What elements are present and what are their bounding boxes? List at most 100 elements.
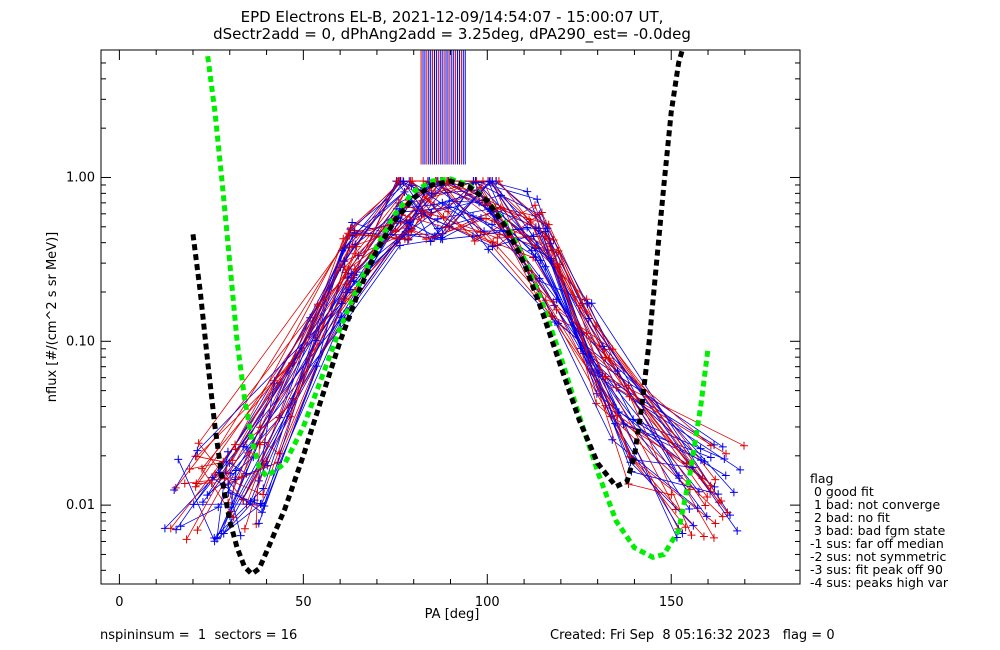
data-point-marker xyxy=(629,415,638,424)
data-series-line xyxy=(214,180,708,539)
x-tick-label: 0 xyxy=(115,595,123,610)
data-point-marker xyxy=(614,407,623,416)
data-point-marker xyxy=(342,280,351,289)
data-point-marker xyxy=(487,220,496,229)
legend-entry: -1 sus: far off median xyxy=(810,536,944,551)
data-point-marker xyxy=(340,256,349,265)
data-point-marker xyxy=(400,230,409,239)
data-point-marker xyxy=(488,242,497,251)
data-point-marker xyxy=(176,522,185,531)
data-point-marker xyxy=(484,245,493,254)
data-point-marker xyxy=(733,526,742,535)
data-point-marker xyxy=(720,454,729,463)
data-point-marker xyxy=(536,256,545,265)
data-point-marker xyxy=(350,264,359,273)
data-point-marker xyxy=(236,531,245,540)
data-point-marker xyxy=(405,218,414,227)
data-point-marker xyxy=(554,246,563,255)
data-point-marker xyxy=(297,343,306,352)
data-point-marker xyxy=(212,534,221,543)
data-point-marker xyxy=(193,526,202,535)
data-point-marker xyxy=(231,440,240,449)
data-point-marker xyxy=(740,441,749,450)
footer-right: Created: Fri Sep 8 05:16:32 2023 flag = … xyxy=(550,628,835,643)
legend: flag 0 good fit 1 bad: not converge 2 ba… xyxy=(810,471,949,590)
data-point-marker xyxy=(689,521,698,530)
data-point-marker xyxy=(721,471,730,480)
data-point-marker xyxy=(698,474,707,483)
y-axis-label: nflux [#/(cm^2 s sr MeV)] xyxy=(45,232,60,402)
data-point-marker xyxy=(718,442,727,451)
data-point-marker xyxy=(172,525,181,534)
data-point-marker xyxy=(352,242,361,251)
data-point-marker xyxy=(174,455,183,464)
legend-entry: -4 sus: peaks high var xyxy=(810,575,949,590)
data-point-marker xyxy=(438,198,447,207)
footer-left: nspininsum = 1 sectors = 16 xyxy=(100,628,297,643)
data-series-line xyxy=(175,180,679,530)
data-point-marker xyxy=(605,354,614,363)
data-point-marker xyxy=(552,305,561,314)
data-point-marker xyxy=(166,524,175,533)
data-point-marker xyxy=(399,177,408,186)
data-point-marker xyxy=(345,230,354,239)
data-point-marker xyxy=(722,449,731,458)
data-point-marker xyxy=(203,491,212,500)
y-tick-label: 1.00 xyxy=(66,170,95,185)
fit-curves-layer xyxy=(190,49,711,578)
data-point-marker xyxy=(339,294,348,303)
data-point-marker xyxy=(587,299,596,308)
legend-title: flag xyxy=(810,471,833,486)
data-point-marker xyxy=(729,488,738,497)
data-point-marker xyxy=(493,234,502,243)
data-point-marker xyxy=(583,299,592,308)
data-point-marker xyxy=(239,442,248,451)
data-point-marker xyxy=(736,465,745,474)
legend-entry: -2 sus: not symmetric xyxy=(810,549,946,564)
data-point-marker xyxy=(193,446,202,455)
data-point-marker xyxy=(482,214,491,223)
data-point-marker xyxy=(608,435,617,444)
data-point-marker xyxy=(706,453,715,462)
legend-entry: 0 good fit xyxy=(810,484,874,499)
data-point-marker xyxy=(599,342,608,351)
green-fit-curve xyxy=(205,55,711,560)
data-point-marker xyxy=(701,501,710,510)
data-point-marker xyxy=(477,183,486,192)
data-series-line xyxy=(229,208,690,510)
data-point-marker xyxy=(422,235,431,244)
data-point-marker xyxy=(533,195,542,204)
data-point-marker xyxy=(443,207,452,216)
data-point-marker xyxy=(346,285,355,294)
data-point-marker xyxy=(584,314,593,323)
data-point-marker xyxy=(529,232,538,241)
data-point-marker xyxy=(192,479,201,488)
data-point-marker xyxy=(703,492,712,501)
data-point-marker xyxy=(211,469,220,478)
data-point-marker xyxy=(313,300,322,309)
data-point-marker xyxy=(426,237,435,246)
data-point-marker xyxy=(531,253,540,262)
data-point-marker xyxy=(718,512,727,521)
data-point-marker xyxy=(523,187,532,196)
data-point-marker xyxy=(527,246,536,255)
legend-entry: 3 bad: bad fgm state xyxy=(810,523,946,538)
data-point-marker xyxy=(214,503,223,512)
data-point-marker xyxy=(699,532,708,541)
data-point-marker xyxy=(240,524,249,533)
data-point-marker xyxy=(681,523,690,532)
data-point-marker xyxy=(404,234,413,243)
data-point-marker xyxy=(254,519,263,528)
plot-frame xyxy=(100,49,801,585)
data-point-marker xyxy=(696,456,705,465)
black-fit-curve xyxy=(190,49,685,578)
data-point-marker xyxy=(702,512,711,521)
data-point-marker xyxy=(418,206,427,215)
data-point-marker xyxy=(613,367,622,376)
x-axis-label: PA [deg] xyxy=(425,607,480,622)
data-point-marker xyxy=(470,236,479,245)
data-point-marker xyxy=(619,419,628,428)
data-point-marker xyxy=(706,441,715,450)
data-point-marker xyxy=(346,223,355,232)
